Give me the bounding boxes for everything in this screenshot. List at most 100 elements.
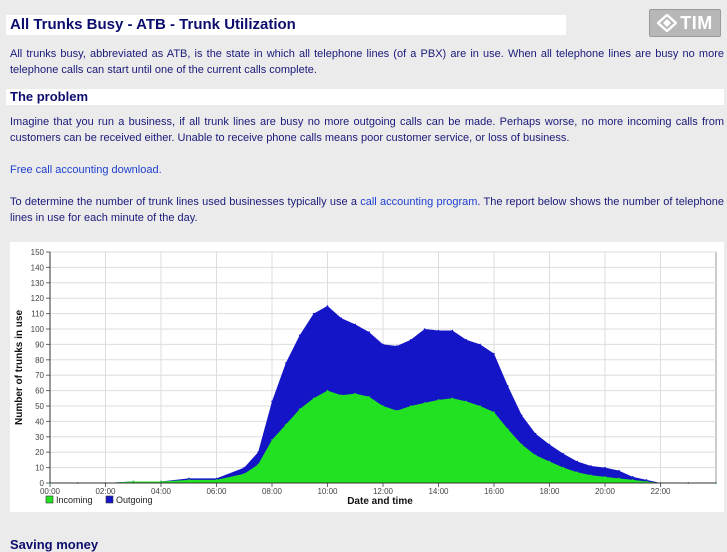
incoming-point [243,472,246,475]
problem-heading: The problem [10,89,89,104]
outgoing-point [271,400,273,403]
incoming-point [590,474,592,477]
incoming-point [215,479,218,481]
incoming-point [340,394,343,397]
x-tick-label: 18:00 [539,487,560,496]
x-tick-label: 22:00 [650,487,671,496]
y-tick-label: 0 [40,479,45,488]
incoming-point [631,479,634,481]
title-bar: All Trunks Busy - ATB - Trunk Utilizatio… [6,15,566,35]
outgoing-point [604,466,606,469]
incoming-point [645,480,648,483]
x-tick-label: 08:00 [262,487,283,496]
outgoing-point [243,466,246,469]
x-tick-label: 00:00 [40,487,61,496]
incoming-point [520,443,523,446]
incoming-point [493,411,495,413]
outgoing-point [576,460,579,463]
outgoing-point [396,345,398,347]
incoming-point [451,397,454,400]
incoming-point [298,408,301,410]
y-tick-label: 60 [35,387,44,396]
incoming-point [382,405,384,407]
outgoing-point [312,312,315,315]
x-tick-label: 14:00 [428,487,449,496]
x-tick-label: 16:00 [484,487,505,496]
incoming-point [534,454,537,457]
outgoing-point [493,352,495,355]
outgoing-point [368,331,370,333]
page-title: All Trunks Busy - ATB - Trunk Utilizatio… [10,16,296,33]
problem-section-bar: The problem [6,89,724,105]
x-tick-label: 02:00 [95,487,116,496]
legend-swatch [105,495,114,504]
incoming-point [409,405,412,407]
y-tick-label: 20 [35,448,44,457]
trunk-utilization-chart: 0 10 20 30 40 50 60 70 80 90 100 110 120 130 140 150 00:… [10,242,724,512]
logo-text: TIM [680,12,713,33]
incoming-point [285,423,287,426]
outgoing-point [451,329,454,332]
y-tick-label: 140 [31,263,45,272]
incoming-point [132,480,135,483]
incoming-point [368,395,370,398]
incoming-point [187,479,190,481]
outgoing-point [618,469,620,472]
incoming-point [437,399,440,401]
intro-paragraph: All trunks busy, abbreviated as ATB, is … [10,48,724,76]
incoming-point [465,400,468,403]
outgoing-point [465,338,468,341]
incoming-point [396,409,398,412]
report-paragraph: To determine the number of trunk lines u… [10,194,724,226]
y-tick-label: 50 [35,402,44,411]
x-tick-label: 20:00 [595,487,616,496]
outgoing-point [215,477,218,480]
chart-svg: 0 10 20 30 40 50 60 70 80 90 100 110 120 130 140 150 00:… [14,248,717,507]
outgoing-point [298,334,301,336]
outgoing-point [534,432,537,435]
incoming-point [423,402,426,404]
y-axis-label: Number of trunks in use [14,310,25,425]
outgoing-point [354,323,357,326]
incoming-point [312,397,315,400]
outgoing-point [285,362,287,364]
y-tick-label: 90 [35,340,44,349]
y-tick-label: 120 [31,294,45,303]
legend-label: Incoming [56,495,93,505]
legend-swatch [45,495,54,504]
y-tick-label: 70 [35,371,44,380]
incoming-point [618,477,620,480]
download-paragraph: Free call accounting download. [10,162,724,178]
x-tick-label: 04:00 [151,487,172,496]
call-accounting-link[interactable]: call accounting program [360,196,478,208]
report-text-before: To determine the number of trunk lines u… [10,196,361,208]
incoming-point [548,460,551,463]
tim-logo[interactable]: TIM [649,9,721,37]
incoming-point [257,463,259,466]
y-tick-label: 10 [35,464,44,473]
incoming-point [326,389,329,392]
outgoing-point [409,338,412,341]
y-tick-label: 110 [31,310,44,319]
legend-label: Outgoing [116,495,153,505]
outgoing-point [520,414,523,417]
incoming-point [604,476,606,478]
incoming-point [507,428,509,430]
incoming-point [576,471,579,474]
y-tick-label: 80 [35,356,44,365]
incoming-point [562,466,565,469]
outgoing-point [507,385,509,387]
incoming-point [160,480,162,483]
outgoing-point [382,343,384,346]
y-tick-label: 100 [31,325,45,334]
download-link[interactable]: Free call accounting download. [10,164,162,176]
outgoing-point [548,443,551,446]
outgoing-point [340,317,343,320]
x-tick-label: 12:00 [373,487,394,496]
outgoing-point [631,476,634,478]
problem-paragraph: Imagine that you run a business, if all … [10,116,724,144]
outgoing-point [187,477,190,480]
outgoing-point [423,328,426,330]
y-tick-label: 150 [31,248,45,257]
outgoing-point [257,451,259,453]
